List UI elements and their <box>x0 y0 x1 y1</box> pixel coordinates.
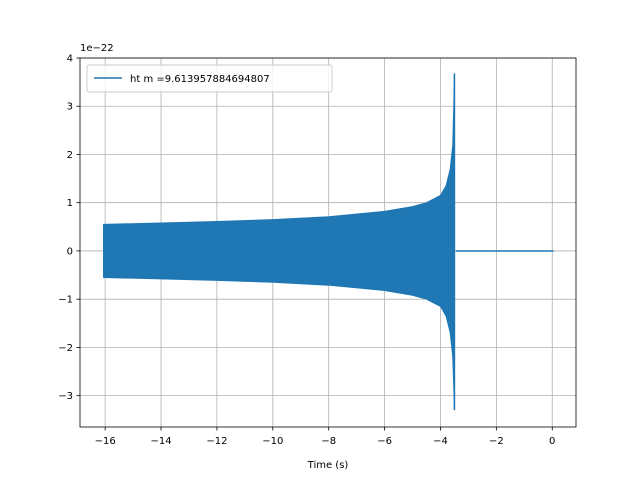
y-tick-label: −1 <box>58 295 73 306</box>
x-tick-label: −6 <box>377 436 392 447</box>
y-tick-label: −3 <box>58 391 73 402</box>
x-axis: −16 −14 −12 −10 −8 −6 −4 −2 0 <box>95 427 555 447</box>
legend-box <box>86 64 333 93</box>
x-tick-label: −8 <box>321 436 336 447</box>
x-tick-label: −2 <box>489 436 504 447</box>
x-tick-label: −4 <box>433 436 448 447</box>
y-tick-label: 4 <box>67 54 73 65</box>
y-tick-label: 0 <box>67 246 73 257</box>
x-tick-label: −14 <box>150 436 171 447</box>
waveform-band <box>103 73 455 411</box>
series-layer <box>103 73 554 411</box>
x-tick-label: −12 <box>206 436 227 447</box>
x-tick-label: 0 <box>549 436 555 447</box>
x-tick-label: −10 <box>262 436 283 447</box>
x-tick-label: −16 <box>95 436 116 447</box>
legend: ht m =9.613957884694807 <box>86 64 333 93</box>
y-tick-label: 3 <box>67 102 73 113</box>
y-tick-label: −2 <box>58 343 73 354</box>
plot-frame <box>79 57 577 428</box>
legend-label: ht m =9.613957884694807 <box>130 74 270 85</box>
x-axis-label: Time (s) <box>307 460 349 471</box>
y-axis: −3 −2 −1 0 1 2 3 4 <box>58 54 80 402</box>
y-tick-label: 1 <box>67 198 73 209</box>
y-tick-label: 2 <box>67 150 73 161</box>
y-offset-label: 1e−22 <box>80 43 114 54</box>
